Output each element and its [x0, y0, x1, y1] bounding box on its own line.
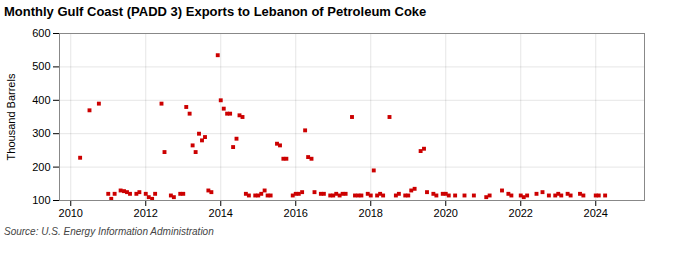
svg-text:2010: 2010	[59, 207, 83, 219]
html-text:Monthly Gulf Coast (PADD 3) Ex: Monthly Gulf Coast (PADD 3) Exports to L…	[4, 4, 427, 19]
svg-text:2018: 2018	[359, 207, 383, 219]
svg-text:400: 400	[32, 94, 50, 106]
svg-text:600: 600	[32, 27, 50, 39]
svg-text:2016: 2016	[284, 207, 308, 219]
html-text:Source: U.S. Energy Informatio: Source: U.S. Energy Information Administ…	[4, 226, 214, 237]
svg-text:2020: 2020	[434, 207, 458, 219]
svg-text:2012: 2012	[134, 207, 158, 219]
svg-text:2014: 2014	[209, 207, 233, 219]
svg-text:2024: 2024	[584, 207, 608, 219]
svg-text:100: 100	[32, 194, 50, 206]
svg-text:500: 500	[32, 60, 50, 72]
svg-text:300: 300	[32, 127, 50, 139]
svg-text:200: 200	[32, 161, 50, 173]
svg-text:2022: 2022	[509, 207, 533, 219]
svg-text:Thousand Barrels: Thousand Barrels	[5, 73, 17, 160]
